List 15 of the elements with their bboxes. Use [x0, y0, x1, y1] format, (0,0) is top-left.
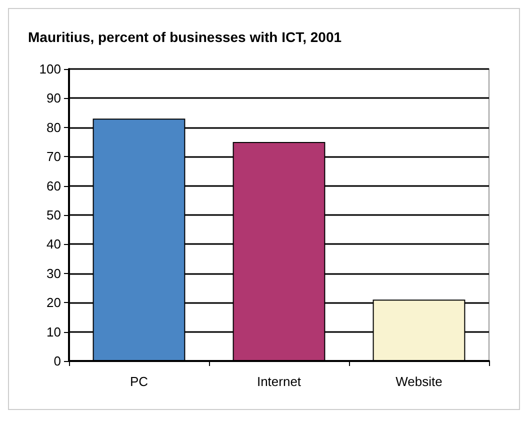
chart-title: Mauritius, percent of businesses with ICT, 2001 — [28, 29, 342, 45]
y-tick-label: 70 — [46, 149, 61, 164]
y-tick-label: 90 — [46, 90, 61, 106]
y-tick-label: 50 — [46, 208, 61, 222]
x-tick-label: PC — [130, 374, 148, 389]
y-tick-label: 30 — [46, 266, 61, 281]
x-tick-label: Internet — [256, 374, 302, 389]
y-tick-label: 80 — [46, 120, 61, 135]
y-tick-label: 40 — [46, 236, 61, 252]
y-tick-label: 10 — [46, 324, 61, 340]
y-tick-label: 20 — [46, 295, 61, 310]
y-tick-label: 0 — [54, 354, 61, 368]
y-tick-label: 100 — [39, 62, 61, 76]
y-tick-label: 60 — [46, 178, 61, 194]
x-tick-label: Website — [396, 374, 442, 389]
